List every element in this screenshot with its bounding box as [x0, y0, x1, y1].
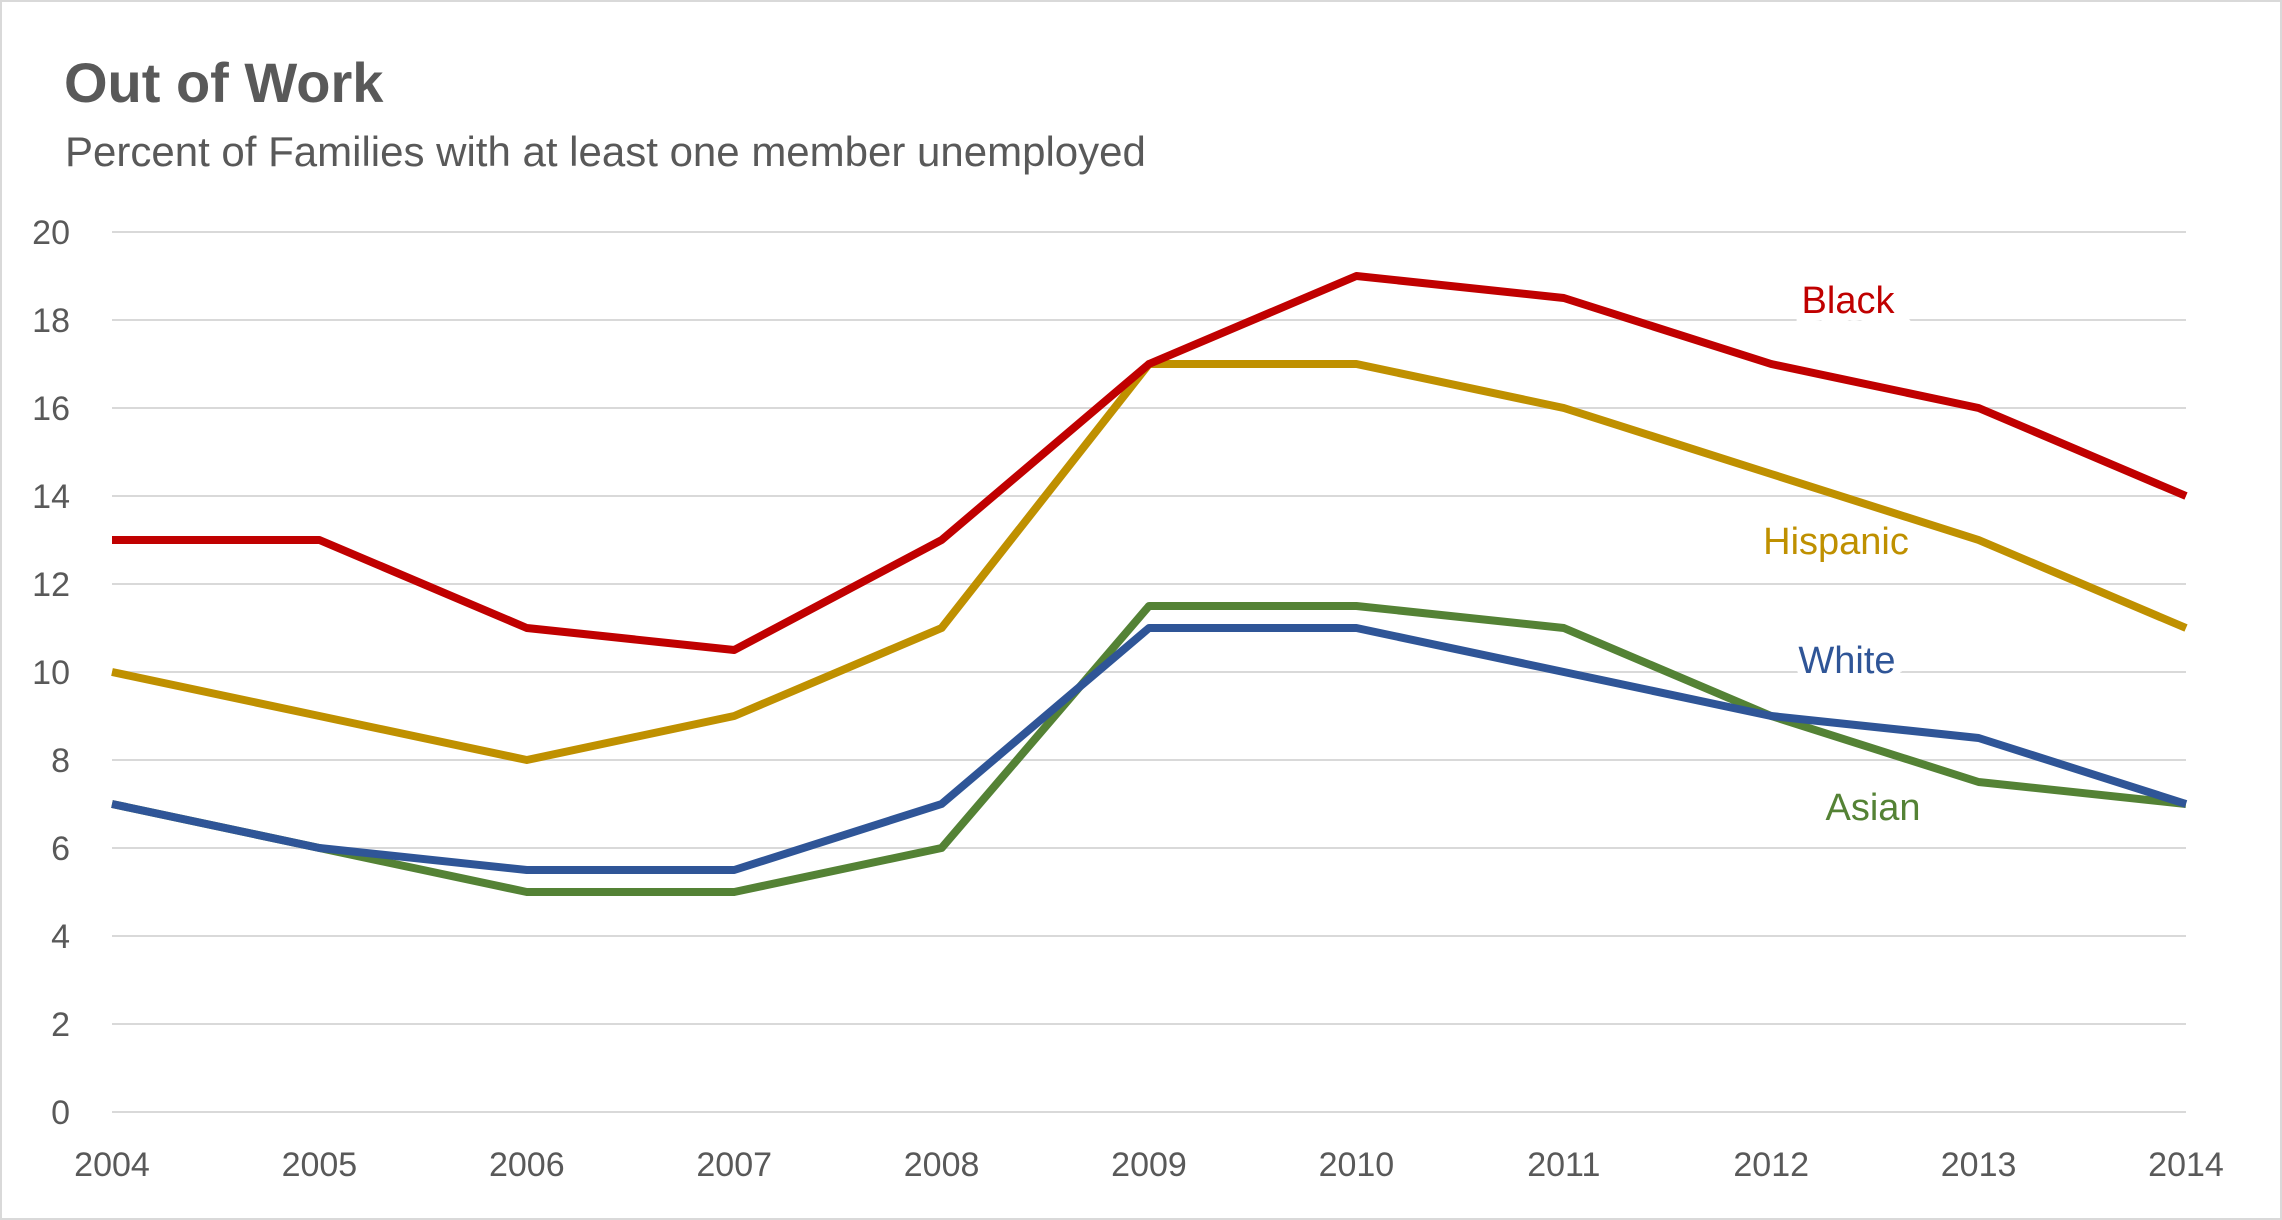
- x-tick-label: 2004: [74, 1146, 150, 1184]
- y-tick-label: 6: [51, 830, 70, 868]
- x-tick-label: 2007: [696, 1146, 772, 1184]
- series-labels: Black Hispanic White Asian: [1755, 272, 1928, 837]
- y-tick-label: 10: [32, 654, 70, 692]
- series-line-white: [111, 624, 2188, 874]
- x-tick-label: 2014: [2148, 1146, 2224, 1184]
- y-axis-ticks: 0 2 4 6 8 10 12 14 16 18 20: [32, 214, 70, 1132]
- series-label-hispanic: Hispanic: [1763, 521, 1909, 563]
- y-tick-label: 14: [32, 478, 70, 516]
- x-tick-label: 2008: [904, 1146, 980, 1184]
- chart-title: Out of Work: [64, 51, 384, 114]
- series-label-black: Black: [1802, 280, 1896, 322]
- y-tick-label: 20: [32, 214, 70, 252]
- y-tick-label: 12: [32, 566, 70, 604]
- x-tick-label: 2010: [1319, 1146, 1395, 1184]
- x-tick-label: 2011: [1527, 1146, 1600, 1184]
- y-tick-label: 8: [51, 742, 70, 780]
- series-label-white: White: [1798, 640, 1895, 682]
- y-tick-label: 18: [32, 302, 70, 340]
- series-lines: [111, 272, 2188, 896]
- y-tick-label: 4: [51, 918, 70, 956]
- series-label-asian: Asian: [1825, 787, 1920, 829]
- x-tick-label: 2006: [489, 1146, 565, 1184]
- series-line-black: [112, 272, 2188, 654]
- chart-subtitle: Percent of Families with at least one me…: [65, 128, 1146, 175]
- x-axis-ticks: 2004 2005 2006 2007 2008 2009 2010 2011 2012 2013…: [74, 1146, 2224, 1184]
- y-tick-label: 2: [51, 1006, 70, 1044]
- x-tick-label: 2005: [282, 1146, 358, 1184]
- x-tick-label: 2009: [1111, 1146, 1187, 1184]
- y-tick-label: 0: [51, 1094, 70, 1132]
- y-tick-label: 16: [32, 390, 70, 428]
- x-tick-label: 2012: [1733, 1146, 1809, 1184]
- series-line-asian: [111, 602, 2187, 896]
- x-tick-label: 2013: [1941, 1146, 2017, 1184]
